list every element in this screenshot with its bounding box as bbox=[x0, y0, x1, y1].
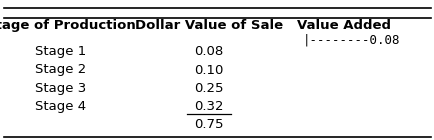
Text: |--------0.08: |--------0.08 bbox=[302, 33, 399, 46]
Text: Stage 2: Stage 2 bbox=[35, 64, 86, 76]
Text: Stage 4: Stage 4 bbox=[35, 100, 86, 113]
Text: Value Added: Value Added bbox=[296, 19, 390, 32]
Text: 0.10: 0.10 bbox=[194, 64, 223, 76]
Text: Stage of Production: Stage of Production bbox=[0, 19, 135, 32]
Text: 0.32: 0.32 bbox=[194, 100, 223, 113]
Text: Stage 1: Stage 1 bbox=[35, 45, 86, 58]
Text: 0.75: 0.75 bbox=[194, 118, 223, 131]
Text: Dollar Value of Sale: Dollar Value of Sale bbox=[135, 19, 282, 32]
Text: 0.08: 0.08 bbox=[194, 45, 223, 58]
Text: 0.25: 0.25 bbox=[194, 82, 223, 95]
Text: Stage 3: Stage 3 bbox=[35, 82, 86, 95]
